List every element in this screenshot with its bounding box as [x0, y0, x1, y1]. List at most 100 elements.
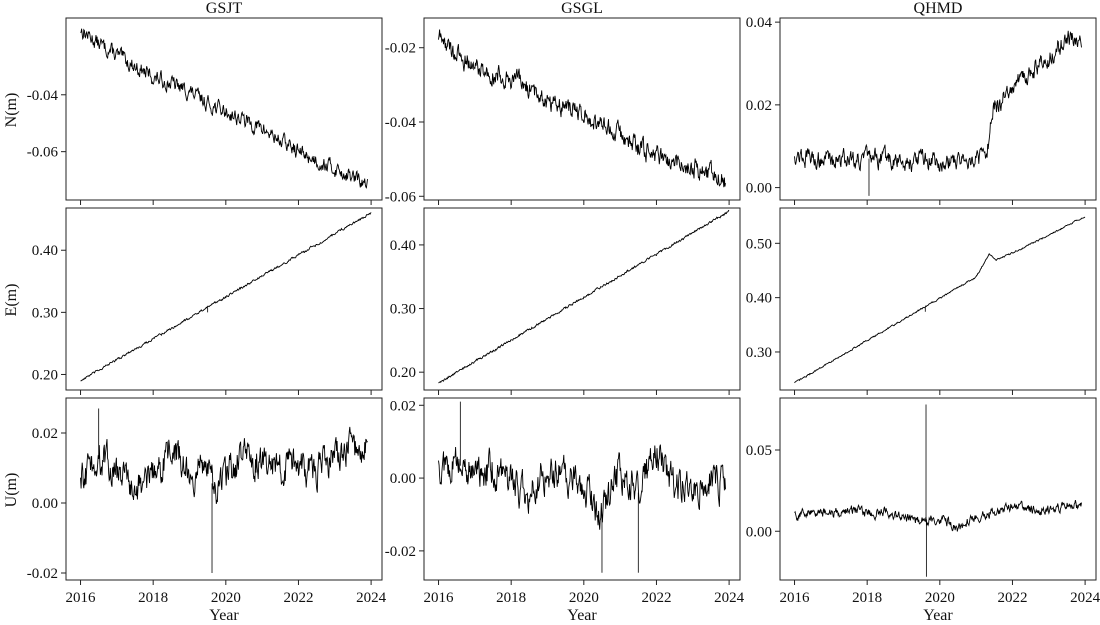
x-tick-label: 2016 [66, 590, 97, 606]
y-tick-label: 0.00 [746, 181, 772, 197]
series-line [794, 30, 1082, 172]
y-tick: -0.06 [385, 189, 424, 205]
series-line [80, 212, 372, 382]
y-tick-label: -0.02 [385, 544, 416, 560]
x-tick-label: 2022 [641, 590, 671, 606]
x-tick-label: 2020 [211, 590, 241, 606]
x-tick: 2022 [641, 580, 671, 606]
x-tick: 2020 [211, 580, 241, 606]
panel-gsjt-u: 0.02 0.00 -0.02 2016 2018 2020 2022 2024 [27, 397, 387, 606]
y-tick: 0.40 [32, 243, 66, 259]
y-tick: 0.40 [746, 291, 780, 307]
series-line [438, 29, 726, 188]
plot-frame [423, 17, 741, 201]
x-tick: 2024 [356, 580, 387, 606]
y-tick-label: -0.06 [27, 145, 59, 161]
xlabel-qhmd: Year [923, 607, 953, 624]
series-line [80, 426, 368, 504]
x-tick: 2020 [569, 580, 599, 606]
plot-frame [65, 17, 383, 201]
y-tick: 0.30 [32, 305, 66, 321]
y-tick: 0.30 [746, 345, 780, 361]
plot-frame [779, 207, 1097, 391]
y-tick-label: 0.02 [746, 98, 772, 114]
y-tick: 0.02 [390, 398, 424, 414]
series-line [438, 444, 726, 530]
xlabel-gsgl: Year [567, 607, 597, 624]
y-tick: 0.05 [746, 443, 780, 459]
y-tick-label: 0.05 [746, 443, 772, 459]
y-tick-label: 0.04 [746, 15, 773, 31]
y-tick: -0.06 [27, 145, 66, 161]
y-tick: -0.02 [385, 41, 424, 57]
y-tick: 0.20 [32, 367, 66, 383]
y-tick-label: 0.40 [746, 291, 772, 307]
column-title-qhmd: QHMD [914, 0, 963, 17]
panel-gsjt-e: 0.20 0.30 0.40 [32, 207, 383, 395]
y-tick: -0.04 [27, 88, 66, 104]
x-tick-label: 2022 [997, 590, 1027, 606]
x-tick-label: 2022 [283, 590, 313, 606]
panel-gsgl-n: -0.02 -0.04 -0.06 [385, 17, 741, 205]
y-tick: -0.02 [385, 544, 424, 560]
y-tick: 0.00 [746, 181, 780, 197]
y-tick-label: 0.00 [390, 471, 416, 487]
y-tick: -0.02 [27, 566, 66, 582]
y-tick-label: 0.20 [390, 365, 416, 381]
x-tick: 2016 [66, 580, 97, 606]
y-tick: 0.20 [390, 365, 424, 381]
y-tick-label: 0.30 [746, 345, 772, 361]
x-tick-label: 2020 [925, 590, 955, 606]
y-tick-label: 0.30 [390, 302, 416, 318]
plot-frame [779, 397, 1097, 581]
y-tick: 0.00 [390, 471, 424, 487]
series-line [80, 28, 368, 189]
x-tick-label: 2024 [714, 590, 745, 606]
y-tick: 0.00 [746, 524, 780, 540]
x-tick-label: 2018 [138, 590, 168, 606]
y-tick: 0.40 [390, 238, 424, 254]
panels-group: -0.04 -0.06 -0.02 -0.04 -0.06 0.04 0.02 0.00 0.2… [27, 15, 1100, 606]
column-title-gsjt: GSJT [206, 0, 243, 17]
column-title-gsgl: GSGL [561, 0, 603, 17]
x-tick: 2022 [283, 580, 313, 606]
y-tick-label: 0.00 [746, 524, 772, 540]
plot-frame [423, 207, 741, 391]
x-tick-label: 2020 [569, 590, 599, 606]
x-tick-label: 2024 [356, 590, 387, 606]
series-line [794, 216, 1086, 384]
row-label-u: U(m) [3, 473, 20, 508]
series-line [438, 209, 730, 384]
y-tick: -0.04 [385, 115, 424, 131]
y-tick: 0.02 [746, 98, 780, 114]
panel-qhmd-e: 0.30 0.40 0.50 [746, 207, 1097, 395]
x-tick: 2018 [496, 580, 526, 606]
x-tick-label: 2018 [496, 590, 526, 606]
y-tick-label: 0.30 [32, 305, 58, 321]
x-tick: 2016 [780, 580, 810, 606]
x-tick: 2018 [852, 580, 882, 606]
y-tick: 0.30 [390, 302, 424, 318]
y-tick: 0.04 [746, 15, 780, 31]
plot-frame [65, 207, 383, 391]
xlabel-gsjt: Year [209, 607, 239, 624]
panel-qhmd-u: 0.05 0.00 2016 2018 2020 2022 2024 [746, 397, 1100, 606]
y-tick-label: 0.40 [32, 243, 58, 259]
y-tick: 0.50 [746, 236, 780, 252]
plot-frame [779, 17, 1097, 201]
panel-gsjt-n: -0.04 -0.06 [27, 17, 383, 205]
x-tick-label: 2018 [852, 590, 882, 606]
y-tick-label: -0.02 [27, 566, 58, 582]
plot-frame [423, 397, 741, 581]
y-tick-label: -0.04 [27, 88, 59, 104]
panel-qhmd-n: 0.04 0.02 0.00 [746, 15, 1097, 205]
y-tick-label: 0.00 [32, 496, 58, 512]
y-tick-label: 0.02 [32, 426, 58, 442]
y-tick-label: 0.20 [32, 367, 58, 383]
x-tick: 2024 [714, 580, 745, 606]
x-tick-label: 2016 [424, 590, 455, 606]
x-tick-label: 2024 [1070, 590, 1100, 606]
x-tick: 2024 [1070, 580, 1100, 606]
y-tick-label: 0.40 [390, 238, 416, 254]
